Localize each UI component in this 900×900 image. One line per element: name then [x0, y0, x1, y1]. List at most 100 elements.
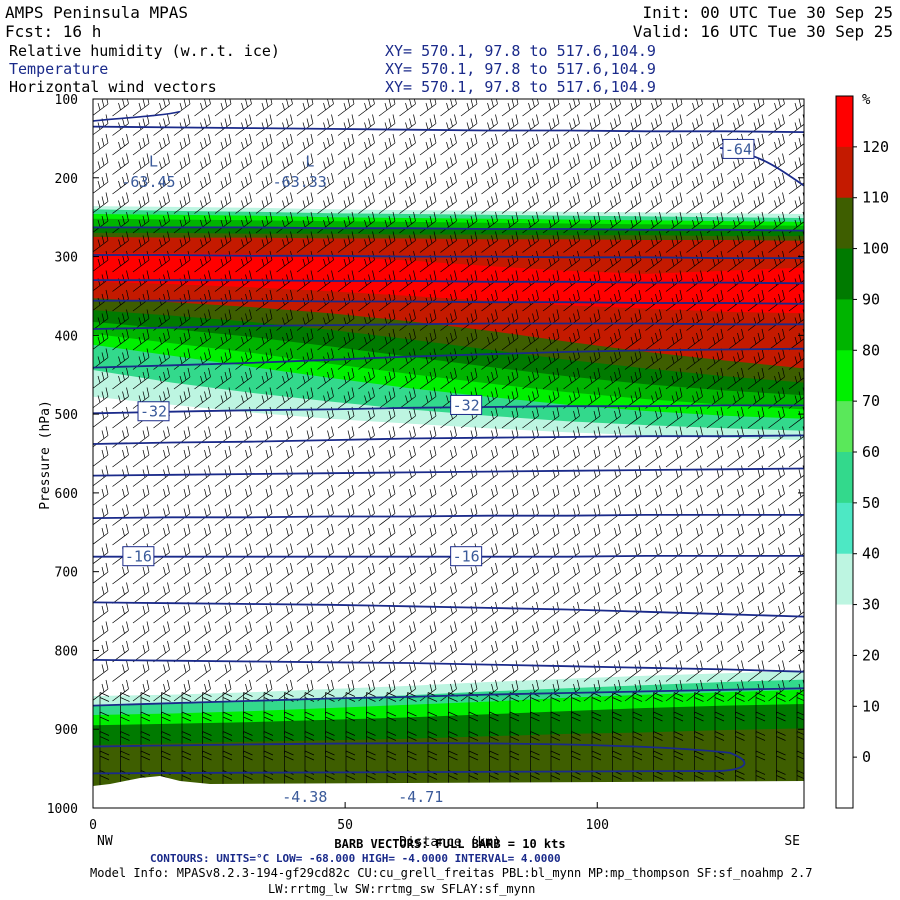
wind-barb — [727, 231, 744, 253]
wind-barb — [460, 172, 478, 195]
wind-barb — [440, 640, 457, 663]
colorbar-bin — [836, 96, 853, 148]
wind-barb — [706, 367, 724, 390]
temperature-contour — [93, 226, 804, 232]
wind-barb — [460, 621, 478, 643]
wind-barb — [304, 750, 315, 773]
wind-barb — [337, 348, 355, 370]
wind-barb — [358, 621, 375, 643]
wind-barb — [440, 153, 457, 175]
wind-barb — [378, 543, 396, 565]
wind-barb — [440, 660, 457, 682]
wind-barb — [93, 192, 109, 214]
temperature-contour — [93, 110, 181, 122]
wind-barb — [653, 692, 663, 715]
wind-barb — [407, 711, 417, 734]
wind-barb — [788, 328, 804, 351]
wind-barb — [468, 711, 479, 734]
wind-barb — [727, 367, 744, 390]
wind-barb — [542, 523, 560, 546]
wind-barb — [93, 387, 109, 409]
wind-barb — [296, 562, 314, 585]
wind-barb — [481, 562, 498, 585]
wind-barb — [665, 387, 683, 409]
wind-barb — [747, 114, 765, 136]
wind-barb — [788, 270, 804, 292]
wind-barb — [173, 270, 191, 292]
wind-barb — [317, 484, 334, 507]
wind-barb — [624, 328, 642, 351]
wind-barb — [624, 523, 642, 546]
wind-barb — [243, 711, 253, 734]
wind-barb — [153, 523, 170, 546]
wind-barb — [112, 582, 129, 604]
temperature-contour — [93, 299, 804, 305]
wind-barb — [747, 270, 765, 292]
field-name: Temperature — [9, 60, 108, 78]
wind-barb — [235, 640, 252, 663]
wind-barb — [481, 231, 498, 253]
temperature-contour — [93, 687, 804, 707]
contour-label: -32 — [140, 403, 167, 421]
wind-barb — [727, 582, 744, 604]
wind-barb — [747, 406, 765, 429]
colorbar-bin — [836, 401, 853, 453]
wind-barb — [276, 328, 293, 351]
wind-barb — [194, 621, 211, 643]
wind-barb — [460, 250, 478, 273]
wind-barb — [583, 114, 601, 136]
contour-label-box — [450, 546, 483, 567]
wind-barb — [583, 172, 601, 195]
wind-barb — [161, 750, 171, 773]
wind-barb — [604, 328, 621, 351]
wind-barb — [522, 270, 539, 292]
wind-barb — [440, 445, 457, 468]
wind-barb — [93, 328, 109, 350]
wind-barb — [706, 543, 724, 565]
wind-barb — [460, 640, 478, 663]
wind-barb — [243, 750, 253, 773]
wind-barb — [255, 387, 273, 409]
contour-minimum-label: -63.45 — [121, 173, 175, 191]
wind-barb — [542, 367, 560, 390]
wind-barb — [132, 348, 150, 370]
wind-barb — [93, 445, 109, 467]
wind-barb — [386, 750, 397, 773]
wind-barb — [153, 270, 170, 292]
wind-barb — [93, 309, 109, 331]
wind-barb — [489, 711, 499, 734]
wind-barb — [214, 192, 232, 214]
wind-barb — [93, 504, 109, 526]
wind-barb — [214, 504, 232, 526]
temperature-contour — [93, 659, 804, 673]
wind-barb — [132, 445, 150, 468]
wind-barb — [768, 231, 785, 253]
wind-barb — [747, 211, 765, 234]
wind-barb — [501, 640, 519, 663]
wind-barb — [132, 523, 150, 546]
wind-barb — [153, 484, 170, 507]
wind-barb — [768, 348, 785, 370]
wind-barb — [747, 465, 765, 487]
wind-barb — [624, 114, 642, 136]
wind-barb — [604, 133, 621, 156]
wind-barb — [214, 309, 232, 331]
wind-barb — [530, 731, 540, 754]
temperature-contour — [93, 742, 746, 775]
wind-barb — [255, 504, 273, 526]
wind-barb — [604, 367, 621, 390]
wind-barb — [255, 192, 273, 214]
wind-barb — [542, 543, 560, 565]
wind-barb — [399, 660, 416, 682]
wind-barb — [345, 750, 356, 773]
wind-barb — [665, 270, 683, 292]
wind-barb — [153, 504, 170, 526]
wind-barb — [399, 192, 416, 214]
wind-barb — [747, 523, 765, 546]
wind-barb — [747, 328, 765, 351]
wind-barb — [153, 543, 170, 565]
wind-barb — [727, 426, 744, 448]
wind-barb — [665, 114, 683, 136]
wind-barb — [358, 348, 375, 370]
wind-barb — [296, 192, 314, 214]
